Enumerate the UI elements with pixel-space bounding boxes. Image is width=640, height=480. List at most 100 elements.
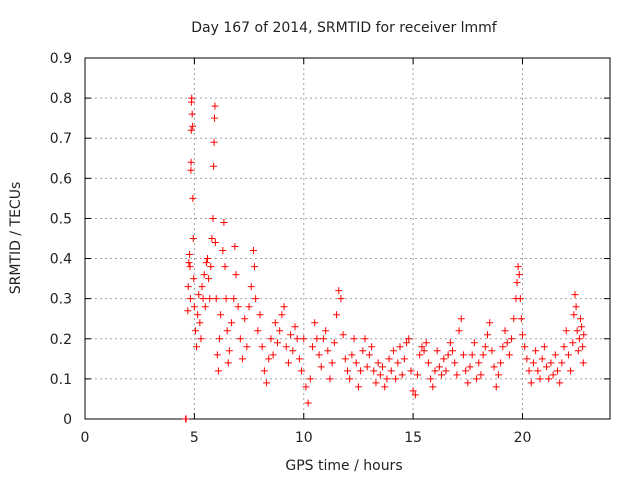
data-point <box>540 343 548 351</box>
data-point <box>341 355 349 363</box>
data-point <box>317 363 325 371</box>
data-point <box>359 347 367 355</box>
data-point <box>210 162 218 170</box>
data-point <box>198 283 206 291</box>
plot-frame <box>84 57 611 420</box>
data-point <box>572 303 580 311</box>
x-tick-label: 20 <box>514 430 532 446</box>
data-point <box>187 158 195 166</box>
data-point <box>433 347 441 355</box>
data-point <box>372 379 380 387</box>
data-point <box>554 367 561 375</box>
data-point <box>212 295 220 303</box>
data-point <box>186 263 194 271</box>
data-point <box>217 311 225 319</box>
data-points <box>182 94 588 423</box>
data-point <box>189 235 197 242</box>
data-point <box>187 166 195 174</box>
data-point <box>204 255 211 263</box>
data-point <box>211 239 219 247</box>
data-point <box>475 359 483 367</box>
data-point <box>313 335 321 343</box>
data-point <box>231 243 239 251</box>
data-point <box>503 339 511 347</box>
data-point <box>200 271 208 279</box>
data-point <box>497 359 505 367</box>
data-point <box>383 375 391 383</box>
data-point <box>505 351 513 359</box>
data-point <box>293 335 301 343</box>
data-point <box>468 351 476 359</box>
data-point <box>350 335 358 343</box>
data-point <box>230 295 238 303</box>
data-point <box>216 335 224 343</box>
data-point <box>236 335 244 343</box>
data-point <box>213 351 221 359</box>
data-point <box>324 347 332 355</box>
data-point <box>251 263 259 271</box>
data-point <box>197 335 205 343</box>
data-point <box>309 343 316 351</box>
data-point <box>529 359 537 367</box>
data-point <box>370 367 378 375</box>
data-point <box>256 311 264 319</box>
data-point <box>499 343 507 351</box>
data-point <box>459 351 467 359</box>
data-point <box>405 335 413 343</box>
data-point <box>392 375 400 383</box>
data-point <box>466 363 474 371</box>
data-point <box>220 218 228 226</box>
data-point <box>363 363 371 371</box>
data-point <box>385 355 393 363</box>
data-point <box>337 295 345 303</box>
data-point <box>234 303 242 311</box>
data-point <box>276 327 284 335</box>
data-point <box>578 323 586 331</box>
y-tick-label: 0.7 <box>50 131 72 147</box>
data-point <box>532 347 540 355</box>
data-point <box>470 339 478 347</box>
data-point <box>429 383 437 391</box>
data-point <box>196 319 204 327</box>
data-point <box>508 335 516 343</box>
data-point <box>287 331 295 339</box>
data-point <box>543 363 551 371</box>
data-point <box>381 383 389 391</box>
data-point <box>184 307 192 315</box>
data-point <box>188 110 196 118</box>
data-point <box>449 347 456 355</box>
y-axis-label: SRMTID / TECUs <box>8 182 24 295</box>
data-point <box>519 331 526 339</box>
data-point <box>365 351 373 359</box>
data-point <box>190 275 198 283</box>
y-tick-label: 0.4 <box>50 252 72 268</box>
data-point <box>278 311 286 319</box>
data-point <box>501 327 509 335</box>
data-point <box>576 315 584 323</box>
data-point <box>210 138 218 146</box>
data-point <box>361 335 369 343</box>
data-point <box>427 375 435 383</box>
data-point <box>241 315 249 323</box>
data-point <box>464 379 472 387</box>
data-point <box>536 375 544 383</box>
data-point <box>521 343 529 351</box>
data-point <box>446 339 454 347</box>
data-point <box>570 311 578 319</box>
data-point <box>265 355 273 363</box>
chart-title: Day 167 of 2014, SRMTID for receiver lmm… <box>191 20 498 36</box>
data-point <box>260 367 268 375</box>
data-point <box>492 383 500 391</box>
data-point <box>510 315 518 323</box>
data-point <box>239 355 246 363</box>
data-point <box>560 343 568 351</box>
data-point <box>486 319 494 327</box>
data-point <box>348 351 356 359</box>
data-point <box>207 263 215 271</box>
data-point <box>420 347 428 355</box>
data-point <box>302 383 310 391</box>
data-point <box>258 343 266 351</box>
data-point <box>214 367 222 375</box>
data-point <box>194 311 202 319</box>
data-point <box>211 114 218 122</box>
